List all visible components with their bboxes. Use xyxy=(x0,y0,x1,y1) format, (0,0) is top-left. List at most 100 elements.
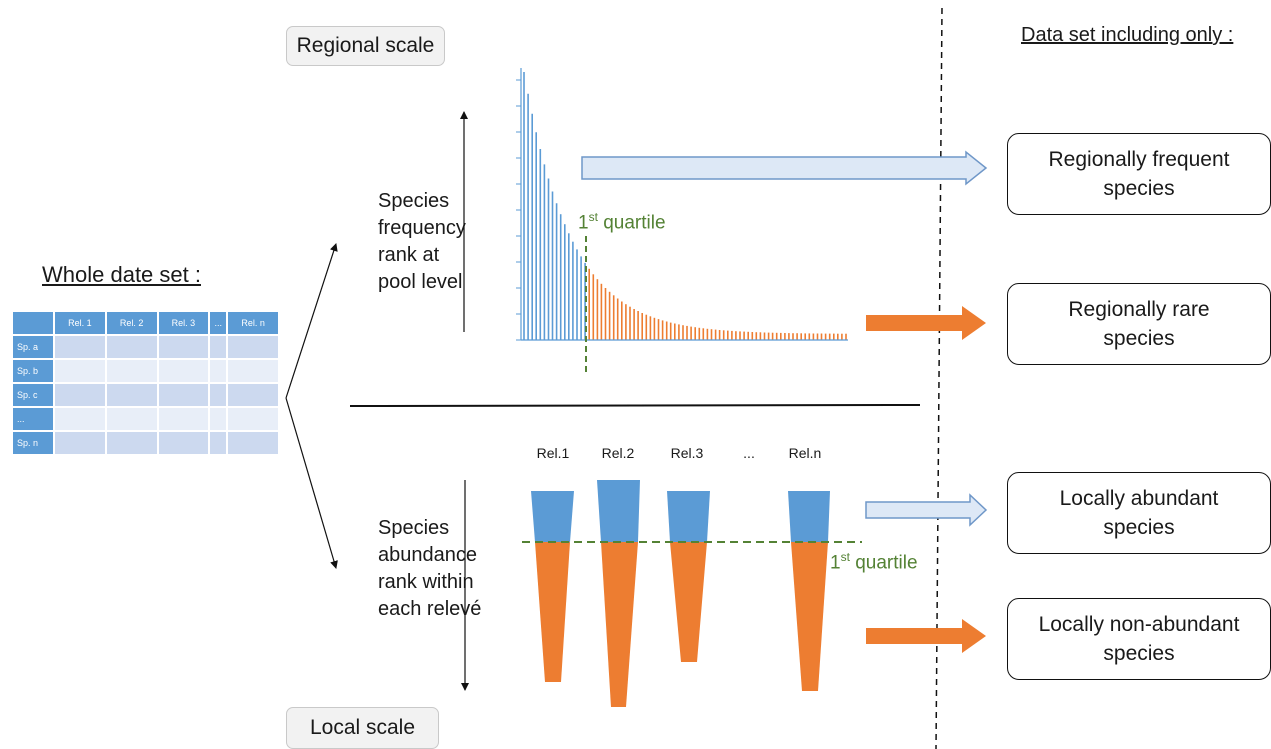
matrix-cell xyxy=(158,408,209,430)
matrix-cell xyxy=(55,384,105,406)
dataset-divider xyxy=(935,7,943,749)
frequency-label-line: Species xyxy=(378,190,450,212)
releve-3-non-abundant xyxy=(670,542,707,662)
releve-label: Rel.2 xyxy=(601,445,635,461)
releve-3-abundant xyxy=(667,491,710,542)
frequency-label-line: pool level xyxy=(378,271,463,293)
matrix-row-header: Sp. n xyxy=(13,432,53,454)
releve-1-non-abundant xyxy=(535,542,570,682)
local-scale-label: Local scale xyxy=(309,716,416,739)
matrix-row: Sp. n xyxy=(13,432,278,454)
regional-scale-box: Regional scale xyxy=(286,26,445,66)
releve-n-abundant xyxy=(788,491,830,542)
frequency-rank-label: Species frequency rank at pool level xyxy=(378,188,466,296)
matrix-col-header: Rel. n xyxy=(228,312,278,334)
frequency-quartile-label: 1st quartile xyxy=(578,210,666,234)
regionally-frequent-box: Regionally frequent species xyxy=(1007,133,1271,215)
matrix-cell xyxy=(228,408,278,430)
outcome-line: species xyxy=(1103,177,1175,200)
arrow-regionally-rare xyxy=(866,306,986,340)
matrix-cell xyxy=(158,336,209,358)
matrix-cell xyxy=(228,432,278,454)
matrix-cell xyxy=(228,384,278,406)
matrix-cell xyxy=(106,360,157,382)
arrow-regionally-frequent xyxy=(581,150,988,186)
outcome-line: Locally non-abundant xyxy=(1038,613,1240,636)
releve-1-shape xyxy=(531,491,574,682)
matrix-cell xyxy=(210,408,227,430)
frequency-label-line: frequency xyxy=(378,217,466,239)
quartile-suffix: st xyxy=(840,550,850,564)
matrix-cell xyxy=(210,432,227,454)
matrix-cell xyxy=(158,384,209,406)
matrix-cell xyxy=(106,384,157,406)
matrix-row-header: ... xyxy=(13,408,53,430)
matrix-col-header: ... xyxy=(210,312,227,334)
releve-n-non-abundant xyxy=(791,542,828,691)
matrix-col-header: Rel. 2 xyxy=(106,312,157,334)
branch-arrow-local xyxy=(285,397,338,569)
species-matrix: Rel. 1 Rel. 2 Rel. 3 ... Rel. n Sp. a Sp… xyxy=(11,310,280,456)
matrix-col-header: Rel. 3 xyxy=(158,312,209,334)
releve-label: Rel.1 xyxy=(536,445,570,461)
matrix-cell xyxy=(55,432,105,454)
arrow-locally-abundant xyxy=(865,493,988,527)
matrix-cell xyxy=(106,408,157,430)
abundance-label-line: abundance xyxy=(378,544,477,566)
frequency-axis-ticks xyxy=(516,79,521,341)
releve-label: ... xyxy=(743,445,755,461)
matrix-cell xyxy=(106,336,157,358)
releve-1-abundant xyxy=(531,491,574,542)
matrix-cell xyxy=(210,336,227,358)
local-scale-box: Local scale xyxy=(286,707,439,749)
branch-arrow-regional xyxy=(285,243,338,399)
arrow-locally-non-abundant xyxy=(866,619,986,653)
abundance-label-line: rank within xyxy=(378,571,474,593)
abundance-label-line: each relevé xyxy=(378,598,482,620)
matrix-cell xyxy=(158,432,209,454)
whole-dataset-heading: Whole date set : xyxy=(42,262,201,287)
releve-2-shape xyxy=(597,480,640,707)
releve-2-non-abundant xyxy=(601,542,638,707)
matrix-cell xyxy=(210,360,227,382)
outcome-line: Locally abundant xyxy=(1059,487,1219,510)
releve-n-shape xyxy=(788,491,830,691)
matrix-col-header: Rel. 1 xyxy=(55,312,105,334)
outcome-line: species xyxy=(1103,642,1175,665)
releve-label: Rel.3 xyxy=(670,445,704,461)
matrix-row: Sp. a xyxy=(13,336,278,358)
locally-abundant-box: Locally abundant species xyxy=(1007,472,1271,554)
abundance-rank-label: Species abundance rank within each relev… xyxy=(378,515,481,623)
matrix-row: Sp. b xyxy=(13,360,278,382)
matrix-header-row: Rel. 1 Rel. 2 Rel. 3 ... Rel. n xyxy=(13,312,278,334)
matrix-row-header: Sp. c xyxy=(13,384,53,406)
quartile-number: 1 xyxy=(830,552,841,574)
matrix-cell xyxy=(210,384,227,406)
releve-2-abundant xyxy=(597,480,640,542)
quartile-word: quartile xyxy=(597,212,666,234)
releve-3-shape xyxy=(667,491,710,662)
frequency-label-line: rank at xyxy=(378,244,440,266)
frequency-distribution xyxy=(523,72,847,340)
abundance-label-line: Species xyxy=(378,517,450,539)
quartile-number: 1 xyxy=(578,212,589,234)
matrix-corner xyxy=(13,312,53,334)
abundance-quartile-label: 1st quartile xyxy=(830,550,918,574)
matrix-cell xyxy=(106,432,157,454)
locally-non-abundant-box: Locally non-abundant species xyxy=(1007,598,1271,680)
regionally-rare-box: Regionally rare species xyxy=(1007,283,1271,365)
matrix-cell xyxy=(228,336,278,358)
matrix-row-header: Sp. a xyxy=(13,336,53,358)
dataset-including-heading: Data set including only : xyxy=(1021,24,1234,46)
releve-label: Rel.n xyxy=(788,445,822,461)
outcome-line: Regionally rare xyxy=(1068,298,1210,321)
outcome-line: Regionally frequent xyxy=(1048,148,1230,171)
outcome-line: species xyxy=(1103,327,1175,350)
matrix-cell xyxy=(55,336,105,358)
scale-divider xyxy=(349,404,921,407)
quartile-word: quartile xyxy=(849,552,918,574)
matrix-cell xyxy=(228,360,278,382)
matrix-row-header: Sp. b xyxy=(13,360,53,382)
